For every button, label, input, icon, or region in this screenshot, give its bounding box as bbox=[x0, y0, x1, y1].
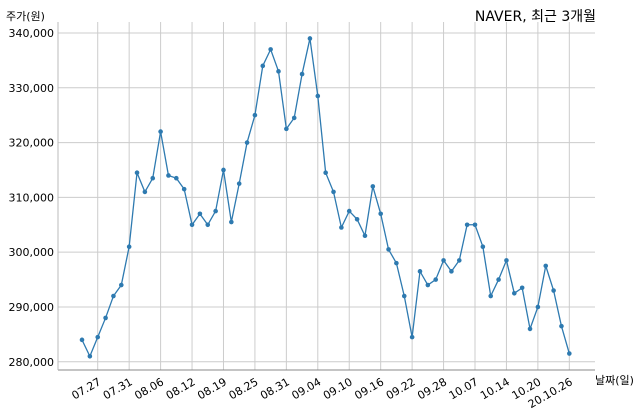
data-point bbox=[370, 184, 376, 189]
data-point bbox=[79, 337, 85, 343]
x-axis-ticks: 07.2707.3108.0608.1208.1908.2508.3109.04… bbox=[69, 375, 574, 409]
data-point bbox=[252, 112, 258, 118]
data-point bbox=[189, 222, 195, 228]
data-point bbox=[362, 233, 368, 239]
x-tick-label: 07.27 bbox=[69, 375, 103, 402]
x-tick-label: 08.12 bbox=[164, 375, 198, 402]
x-tick-label: 08.06 bbox=[132, 375, 166, 402]
data-point bbox=[496, 277, 501, 282]
data-point bbox=[268, 47, 273, 52]
data-point bbox=[441, 258, 446, 263]
data-point bbox=[551, 288, 556, 293]
data-point bbox=[354, 216, 360, 222]
data-point bbox=[150, 175, 156, 181]
data-point bbox=[464, 222, 470, 228]
data-point bbox=[229, 219, 234, 225]
x-tick-label: 08.31 bbox=[258, 375, 292, 402]
data-point bbox=[276, 69, 281, 74]
data-point bbox=[111, 293, 116, 299]
data-point bbox=[559, 323, 564, 329]
x-tick-label: 08.25 bbox=[227, 375, 261, 402]
grid-lines bbox=[58, 22, 595, 370]
x-tick-label: 09.28 bbox=[415, 375, 449, 402]
data-point bbox=[323, 170, 328, 176]
data-point bbox=[527, 326, 533, 332]
data-point bbox=[386, 247, 391, 252]
data-point bbox=[472, 222, 478, 228]
y-tick-label: 320,000 bbox=[9, 137, 55, 150]
data-point bbox=[166, 173, 171, 178]
data-point bbox=[449, 269, 454, 274]
data-point bbox=[339, 225, 344, 230]
data-point bbox=[512, 290, 517, 296]
x-tick-label: 10.14 bbox=[478, 375, 512, 402]
data-point bbox=[307, 36, 313, 41]
y-axis-label: 주가(원) bbox=[6, 10, 45, 23]
data-point bbox=[331, 189, 336, 195]
data-point bbox=[158, 129, 163, 134]
y-tick-label: 290,000 bbox=[9, 301, 55, 314]
x-tick-label: 08.19 bbox=[195, 375, 229, 402]
data-point bbox=[134, 170, 140, 176]
axes bbox=[57, 22, 595, 371]
y-tick-label: 340,000 bbox=[9, 27, 55, 40]
data-point bbox=[480, 244, 486, 249]
data-point bbox=[378, 211, 383, 217]
y-tick-label: 280,000 bbox=[9, 356, 55, 369]
data-point bbox=[126, 244, 132, 249]
y-tick-label: 300,000 bbox=[9, 246, 55, 259]
y-tick-label: 330,000 bbox=[9, 82, 55, 95]
x-axis-label: 날짜(일) bbox=[595, 374, 634, 387]
data-point bbox=[181, 186, 187, 192]
x-tick-label: 07.31 bbox=[101, 375, 135, 402]
data-point bbox=[205, 222, 211, 228]
x-tick-label: 09.22 bbox=[384, 375, 418, 402]
data-point bbox=[315, 93, 321, 99]
data-point bbox=[221, 167, 226, 173]
data-point bbox=[236, 181, 242, 186]
data-point bbox=[488, 293, 494, 299]
data-point bbox=[260, 63, 266, 69]
data-point bbox=[409, 334, 415, 340]
y-axis-ticks: 280,000 290,000 300,000 310,000 320,000 330,0… bbox=[9, 27, 55, 369]
data-point bbox=[95, 334, 101, 340]
data-point bbox=[456, 258, 462, 263]
data-point bbox=[433, 277, 439, 282]
data-point bbox=[213, 208, 218, 214]
x-tick-label: 09.16 bbox=[352, 375, 386, 402]
data-point bbox=[401, 293, 407, 299]
data-point bbox=[87, 353, 93, 359]
data-point bbox=[567, 351, 572, 356]
data-point bbox=[299, 71, 305, 77]
data-point bbox=[543, 263, 549, 269]
price-series bbox=[79, 36, 572, 359]
data-point bbox=[346, 208, 352, 214]
chart-title: NAVER, 최근 3개월 bbox=[474, 9, 596, 25]
x-tick-label: 09.10 bbox=[321, 375, 355, 402]
data-point bbox=[425, 282, 431, 288]
data-point bbox=[394, 260, 399, 266]
data-point bbox=[244, 140, 250, 145]
data-point bbox=[519, 285, 525, 291]
x-tick-label: 10.07 bbox=[447, 375, 481, 402]
data-point bbox=[119, 282, 124, 288]
data-point bbox=[504, 258, 509, 263]
data-point bbox=[417, 269, 423, 274]
x-tick-label: 09.04 bbox=[290, 375, 324, 402]
data-point bbox=[291, 115, 297, 121]
data-point bbox=[142, 189, 148, 195]
data-point bbox=[174, 175, 179, 181]
data-point bbox=[284, 126, 289, 132]
y-tick-label: 310,000 bbox=[9, 191, 55, 204]
data-point bbox=[535, 304, 541, 310]
data-point bbox=[197, 211, 203, 217]
data-point bbox=[103, 315, 108, 321]
